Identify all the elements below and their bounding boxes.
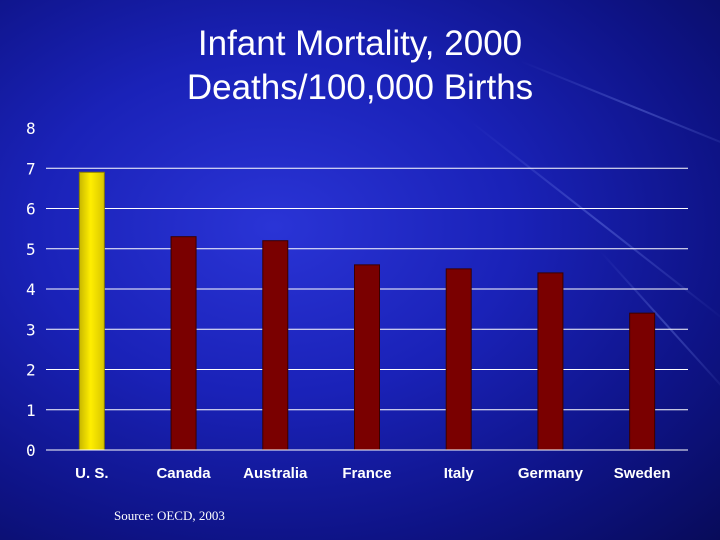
chart-title-block: Infant Mortality, 2000 Deaths/100,000 Bi… <box>130 22 590 110</box>
bars <box>78 171 656 451</box>
x-category-label: Italy <box>444 465 475 482</box>
y-tick-label: 1 <box>26 401 36 420</box>
y-tick-label: 7 <box>26 159 36 178</box>
bar-germany <box>537 272 564 451</box>
y-tick-label: 6 <box>26 200 36 219</box>
x-category-label: Sweden <box>614 465 671 482</box>
chart-title: Infant Mortality, 2000 <box>197 24 523 63</box>
y-tick-label: 0 <box>26 441 36 460</box>
x-category-label: Australia <box>243 465 308 482</box>
bar-italy <box>445 268 472 451</box>
y-tick-label: 4 <box>26 280 36 299</box>
bar-france <box>354 264 380 451</box>
bar-australia <box>262 240 289 451</box>
y-tick-label: 5 <box>26 240 36 259</box>
bar-u-s <box>78 171 105 451</box>
x-category-label: Canada <box>156 465 211 482</box>
x-category-label: U. S. <box>75 465 108 482</box>
x-category-label: Germany <box>518 465 584 482</box>
bar-canada <box>170 236 197 451</box>
source-note: Source: OECD, 2003 <box>114 508 225 523</box>
y-tick-label: 8 <box>26 119 36 138</box>
x-category-label: France <box>342 465 391 482</box>
x-axis-category-labels: U. S. Canada Australia France Italy Germany Sw… <box>75 465 670 482</box>
y-tick-label: 2 <box>26 361 36 380</box>
y-tick-label: 3 <box>26 320 36 339</box>
y-axis-tick-labels: 0 1 2 3 4 5 6 7 8 <box>26 119 36 460</box>
bar-sweden <box>629 312 656 451</box>
chart-subtitle: Deaths/100,000 Births <box>186 68 534 107</box>
